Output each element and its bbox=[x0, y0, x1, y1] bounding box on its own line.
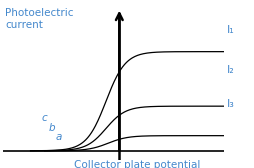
Text: b: b bbox=[48, 123, 55, 133]
Text: I₃: I₃ bbox=[226, 99, 234, 109]
Text: Photoelectric
current: Photoelectric current bbox=[5, 8, 73, 30]
Text: Collector plate potential: Collector plate potential bbox=[73, 160, 199, 168]
Text: a: a bbox=[55, 132, 61, 142]
Text: I₂: I₂ bbox=[226, 65, 234, 75]
Text: I₁: I₁ bbox=[226, 25, 234, 35]
Text: c: c bbox=[42, 113, 47, 123]
